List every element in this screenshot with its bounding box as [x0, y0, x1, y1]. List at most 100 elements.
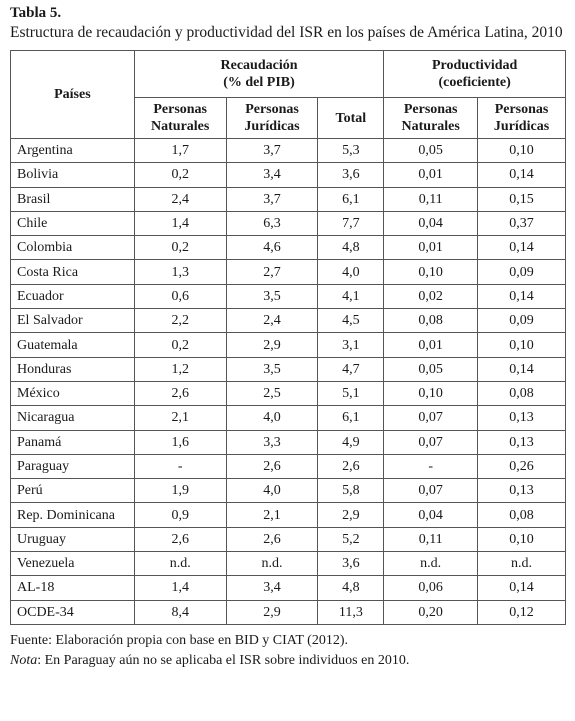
cell-rec-total: 6,1	[317, 186, 385, 212]
cell-prod-personas-juridicas: 0,10	[477, 526, 566, 553]
cell-rec-personas-juridicas: 4,0	[225, 405, 319, 431]
cell-rec-personas-naturales: 1,6	[133, 429, 227, 455]
cell-rec-personas-juridicas: 3,4	[225, 162, 319, 188]
cell-rec-total: 4,9	[317, 429, 385, 455]
cell-rec-personas-juridicas: 4,6	[225, 235, 319, 261]
header-line: Personas	[494, 102, 549, 117]
cell-prod-personas-juridicas: 0,10	[477, 137, 566, 164]
cell-prod-personas-juridicas: 0,08	[477, 502, 566, 528]
cell-prod-personas-naturales: 0,01	[383, 332, 479, 358]
table-row: Venezuela n.d. n.d. 3,6 n.d. n.d.	[10, 551, 566, 577]
cell-rec-total: 4,7	[317, 356, 385, 382]
cell-rec-personas-naturales: 0,2	[133, 235, 227, 261]
cell-rec-personas-juridicas: 2,1	[225, 502, 319, 528]
cell-country: Rep. Dominicana	[10, 502, 135, 528]
cell-prod-personas-naturales: n.d.	[383, 551, 479, 577]
table-row: Brasil 2,4 3,7 6,1 0,11 0,15	[10, 186, 566, 212]
cell-country: México	[10, 380, 135, 407]
table-row: México 2,6 2,5 5,1 0,10 0,08	[10, 380, 566, 407]
cell-prod-personas-naturales: 0,04	[383, 502, 479, 528]
table-row: Chile 1,4 6,3 7,7 0,04 0,37	[10, 210, 566, 237]
document-page: Tabla 5. Estructura de recaudación y pro…	[0, 4, 575, 721]
cell-prod-personas-naturales: 0,07	[383, 405, 479, 431]
cell-prod-personas-naturales: 0,05	[383, 137, 479, 164]
header-line: Jurídicas	[244, 119, 300, 134]
cell-rec-personas-juridicas: 4,0	[225, 478, 319, 504]
cell-rec-total: 4,5	[317, 308, 385, 334]
cell-rec-personas-juridicas: 2,5	[225, 380, 319, 407]
cell-rec-personas-naturales: 8,4	[133, 599, 227, 625]
cell-rec-total: 2,9	[317, 502, 385, 528]
cell-rec-personas-juridicas: 3,5	[225, 356, 319, 382]
cell-prod-personas-juridicas: 0,14	[477, 575, 566, 601]
cell-country: Honduras	[10, 356, 135, 382]
cell-rec-personas-naturales: 1,4	[133, 575, 227, 601]
cell-rec-personas-naturales: 2,1	[133, 405, 227, 431]
table-row: OCDE-34 8,4 2,9 11,3 0,20 0,12	[10, 599, 566, 625]
cell-rec-personas-naturales: 1,9	[133, 478, 227, 504]
table-caption: Estructura de recaudación y productivida…	[10, 24, 563, 41]
cell-rec-personas-juridicas: 2,9	[225, 332, 319, 358]
table-row: Panamá 1,6 3,3 4,9 0,07 0,13	[10, 429, 566, 455]
table-row: Uruguay 2,6 2,6 5,2 0,11 0,10	[10, 526, 566, 553]
header-productividad: Productividad (coeficiente)	[383, 50, 566, 98]
cell-prod-personas-naturales: 0,10	[383, 259, 479, 285]
cell-rec-total: 3,6	[317, 551, 385, 577]
table-row: Ecuador 0,6 3,5 4,1 0,02 0,14	[10, 283, 566, 310]
cell-prod-personas-juridicas: 0,13	[477, 478, 566, 504]
cell-country: Ecuador	[10, 283, 135, 310]
cell-rec-personas-naturales: 1,7	[133, 137, 227, 164]
cell-rec-total: 4,1	[317, 283, 385, 310]
cell-prod-personas-juridicas: 0,37	[477, 210, 566, 237]
cell-rec-personas-naturales: -	[133, 453, 227, 480]
table-row: Nicaragua 2,1 4,0 6,1 0,07 0,13	[10, 405, 566, 431]
header-line: Personas	[403, 102, 458, 117]
table-row: El Salvador 2,2 2,4 4,5 0,08 0,09	[10, 308, 566, 334]
cell-prod-personas-naturales: 0,07	[383, 478, 479, 504]
header-rec-personas-naturales: Personas Naturales	[133, 97, 227, 139]
cell-rec-personas-naturales: 1,3	[133, 259, 227, 285]
cell-rec-personas-naturales: 1,2	[133, 356, 227, 382]
cell-country: Paraguay	[10, 453, 135, 480]
cell-rec-total: 5,2	[317, 526, 385, 553]
cell-prod-personas-naturales: 0,10	[383, 380, 479, 407]
cell-prod-personas-naturales: 0,01	[383, 235, 479, 261]
cell-country: Perú	[10, 478, 135, 504]
table-row: Bolivia 0,2 3,4 3,6 0,01 0,14	[10, 162, 566, 188]
table-row: AL-18 1,4 3,4 4,8 0,06 0,14	[10, 575, 566, 601]
table-row: Costa Rica 1,3 2,7 4,0 0,10 0,09	[10, 259, 566, 285]
cell-rec-total: 3,1	[317, 332, 385, 358]
cell-prod-personas-juridicas: 0,08	[477, 380, 566, 407]
cell-rec-total: 4,8	[317, 235, 385, 261]
cell-country: Brasil	[10, 186, 135, 212]
cell-country: Nicaragua	[10, 405, 135, 431]
cell-rec-personas-naturales: 2,4	[133, 186, 227, 212]
header-productividad-unit: (coeficiente)	[438, 75, 511, 90]
cell-rec-personas-juridicas: 2,4	[225, 308, 319, 334]
header-line: Naturales	[151, 119, 210, 134]
cell-prod-personas-juridicas: 0,12	[477, 599, 566, 625]
header-rec-personas-juridicas: Personas Jurídicas	[225, 97, 319, 139]
cell-country: Venezuela	[10, 551, 135, 577]
header-prod-personas-juridicas: Personas Jurídicas	[477, 97, 566, 139]
cell-rec-total: 4,0	[317, 259, 385, 285]
cell-prod-personas-juridicas: 0,09	[477, 308, 566, 334]
cell-rec-personas-juridicas: n.d.	[225, 551, 319, 577]
cell-rec-total: 5,1	[317, 380, 385, 407]
cell-prod-personas-naturales: 0,07	[383, 429, 479, 455]
cell-rec-total: 6,1	[317, 405, 385, 431]
cell-prod-personas-naturales: 0,08	[383, 308, 479, 334]
cell-prod-personas-naturales: 0,04	[383, 210, 479, 237]
cell-prod-personas-naturales: 0,06	[383, 575, 479, 601]
table-number: Tabla 5.	[10, 5, 62, 21]
cell-country: Costa Rica	[10, 259, 135, 285]
cell-rec-personas-juridicas: 3,7	[225, 186, 319, 212]
cell-country: Uruguay	[10, 526, 135, 553]
header-recaudacion: Recaudación (% del PIB)	[133, 50, 385, 98]
cell-country: Chile	[10, 210, 135, 237]
isr-table: Países Recaudación (% del PIB) Productiv…	[10, 50, 566, 625]
header-rec-total: Total	[317, 97, 385, 139]
table-row: Paraguay -2,6 2,6-0,26	[10, 453, 566, 480]
cell-rec-total: 11,3	[317, 599, 385, 625]
cell-rec-personas-juridicas: 3,5	[225, 283, 319, 310]
